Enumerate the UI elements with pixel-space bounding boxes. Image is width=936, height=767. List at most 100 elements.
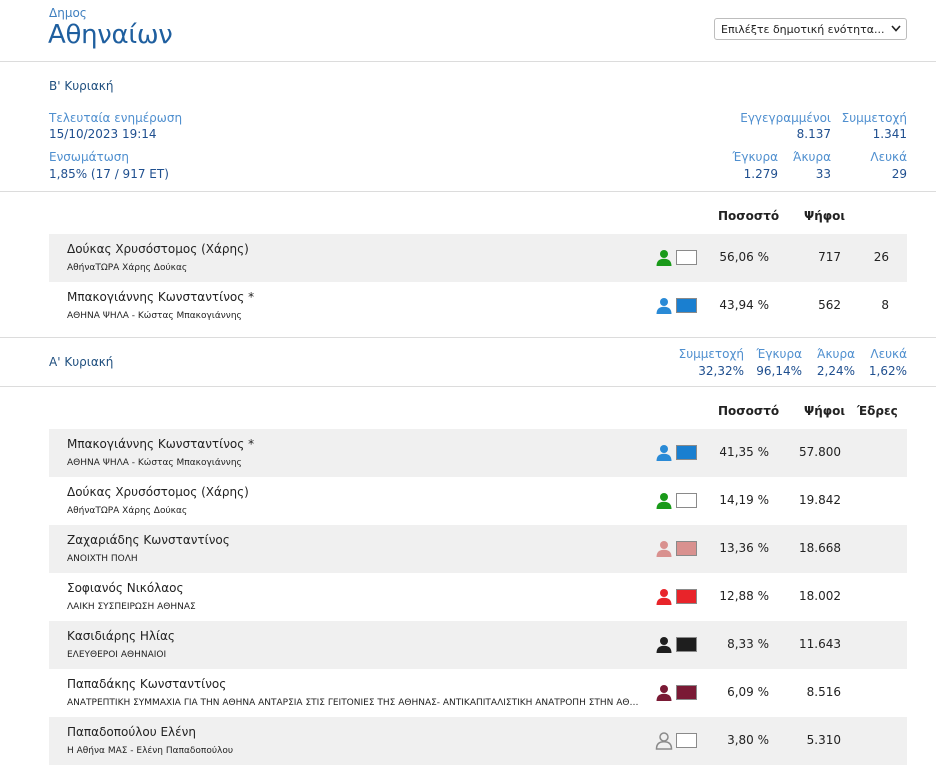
round-a-summary: Α' Κυριακή Συμμετοχή 32,32% Έγκυρα 96,14… bbox=[0, 338, 936, 387]
party-name: ΑΝΑΤΡΕΠΤΙΚΗ ΣΥΜΜΑΧΙΑ ΓΙΑ ΤΗΝ ΑΘΗΝΑ ΑΝΤΑΡ… bbox=[67, 698, 642, 708]
round-b-results: Ποσοστό Ψήφοι Δούκας Χρυσόστομος (Χάρης)… bbox=[0, 192, 936, 338]
candidate-row: Δούκας Χρυσόστομος (Χάρης) ΑθήναΤΩΡΑ Χάρη… bbox=[49, 477, 907, 525]
party-name: ΛΑΪΚΗ ΣΥΣΠΕΙΡΩΣΗ ΑΘΗΝΑΣ bbox=[67, 602, 196, 612]
vote-count: 18.002 bbox=[799, 589, 841, 603]
municipal-unit-select[interactable]: Επιλέξτε δημοτική ενότητα... bbox=[714, 18, 907, 40]
party-color-swatch bbox=[676, 298, 697, 313]
integration-value: 1,85% (17 / 917 ΕΤ) bbox=[49, 167, 169, 181]
vote-percent: 12,88 % bbox=[719, 589, 769, 603]
party-color-swatch bbox=[676, 637, 697, 652]
valid-label: Έγκυρα bbox=[756, 347, 802, 361]
party-name: ΕΛΕΥΘΕΡΟΙ ΑΘΗΝΑΙΟΙ bbox=[67, 650, 167, 660]
round-b-summary: Β' Κυριακή Τελευταία ενημέρωση 15/10/202… bbox=[0, 62, 936, 192]
party-color-swatch bbox=[676, 445, 697, 460]
vote-percent: 43,94 % bbox=[719, 298, 769, 312]
candidate-name: Σοφιανός Νικόλαος bbox=[67, 581, 184, 595]
candidate-person-icon bbox=[655, 444, 673, 462]
round-a-title: Α' Κυριακή bbox=[49, 355, 114, 369]
candidate-row: Σοφιανός Νικόλαος ΛΑΪΚΗ ΣΥΣΠΕΙΡΩΣΗ ΑΘΗΝΑΣ… bbox=[49, 573, 907, 621]
turnout-value: 32,32% bbox=[698, 364, 744, 378]
party-name: ΑΝΟΙΧΤΗ ΠΟΛΗ bbox=[67, 554, 138, 564]
vote-count: 717 bbox=[818, 250, 841, 264]
col-percent-header: Ποσοστό bbox=[718, 404, 780, 418]
municipality-type: Δημος bbox=[49, 6, 87, 20]
candidate-name: Παπαδοπούλου Ελένη bbox=[67, 725, 196, 739]
vote-percent: 56,06 % bbox=[719, 250, 769, 264]
vote-percent: 14,19 % bbox=[719, 493, 769, 507]
candidate-row: Μπακογιάννης Κωνσταντίνος * ΑΘΗΝΑ ΨΗΛΑ - … bbox=[49, 429, 907, 477]
last-update-value: 15/10/2023 19:14 bbox=[49, 127, 157, 141]
candidate-name: Μπακογιάννης Κωνσταντίνος * bbox=[67, 437, 255, 451]
party-name: ΑθήναΤΩΡΑ Χάρης Δούκας bbox=[67, 263, 188, 273]
candidate-name: Παπαδάκης Κωνσταντίνος bbox=[67, 677, 227, 691]
col-votes-header: Ψήφοι bbox=[804, 209, 846, 223]
candidate-row: Δούκας Χρυσόστομος (Χάρης) ΑθήναΤΩΡΑ Χάρη… bbox=[49, 234, 907, 282]
vote-count: 57.800 bbox=[799, 445, 841, 459]
party-color-swatch bbox=[676, 685, 697, 700]
party-name: ΑΘΗΝΑ ΨΗΛΑ - Κώστας Μπακογιάννης bbox=[67, 311, 242, 321]
vote-percent: 41,35 % bbox=[719, 445, 769, 459]
vote-percent: 3,80 % bbox=[727, 733, 769, 747]
candidate-person-icon bbox=[655, 636, 673, 654]
vote-count: 18.668 bbox=[799, 541, 841, 555]
turnout-value: 1.341 bbox=[872, 127, 907, 141]
registered-label: Εγγεγραμμένοι bbox=[740, 111, 831, 125]
page-title: Αθηναίων bbox=[48, 20, 173, 50]
invalid-label: Άκυρα bbox=[793, 150, 831, 164]
vote-count: 19.842 bbox=[799, 493, 841, 507]
party-name: Η Αθήνα ΜΑΣ - Ελένη Παπαδοπούλου bbox=[67, 746, 234, 756]
invalid-value: 33 bbox=[815, 167, 831, 181]
vote-count: 8.516 bbox=[806, 685, 841, 699]
vote-percent: 13,36 % bbox=[719, 541, 769, 555]
party-name: ΑθήναΤΩΡΑ Χάρης Δούκας bbox=[67, 506, 188, 516]
registered-value: 8.137 bbox=[796, 127, 831, 141]
candidate-row: Μπακογιάννης Κωνσταντίνος * ΑΘΗΝΑ ΨΗΛΑ - … bbox=[49, 282, 907, 330]
candidate-person-icon bbox=[655, 732, 673, 750]
candidate-row: Παπαδάκης Κωνσταντίνος ΑΝΑΤΡΕΠΤΙΚΗ ΣΥΜΜΑΧ… bbox=[49, 669, 907, 717]
candidate-name: Δούκας Χρυσόστομος (Χάρης) bbox=[67, 485, 249, 499]
party-color-swatch bbox=[676, 589, 697, 604]
candidate-person-icon bbox=[655, 297, 673, 315]
integration-label: Ενσωμάτωση bbox=[49, 150, 129, 164]
page-header: Δημος Αθηναίων Επιλέξτε δημοτική ενότητα… bbox=[0, 0, 936, 62]
vote-count: 11.643 bbox=[799, 637, 841, 651]
candidate-name: Κασιδιάρης Ηλίας bbox=[67, 629, 175, 643]
round-b-title: Β' Κυριακή bbox=[49, 79, 114, 93]
invalid-label: Άκυρα bbox=[817, 347, 855, 361]
party-color-swatch bbox=[676, 493, 697, 508]
vote-count: 5.310 bbox=[806, 733, 841, 747]
blank-value: 29 bbox=[891, 167, 907, 181]
vote-percent: 8,33 % bbox=[727, 637, 769, 651]
blank-value: 1,62% bbox=[868, 364, 907, 378]
candidate-person-icon bbox=[655, 249, 673, 267]
candidate-person-icon bbox=[655, 588, 673, 606]
turnout-label: Συμμετοχή bbox=[678, 347, 744, 361]
candidate-person-icon bbox=[655, 540, 673, 558]
last-update-label: Τελευταία ενημέρωση bbox=[49, 111, 183, 125]
chevron-down-icon bbox=[886, 24, 906, 35]
round-a-results: Ποσοστό Ψήφοι Έδρες Μπακογιάννης Κωνσταν… bbox=[0, 387, 936, 767]
valid-value: 96,14% bbox=[756, 364, 802, 378]
candidate-person-icon bbox=[655, 684, 673, 702]
extra-count: 26 bbox=[873, 250, 889, 264]
col-votes-header: Ψήφοι bbox=[804, 404, 846, 418]
select-value: Επιλέξτε δημοτική ενότητα... bbox=[721, 22, 885, 36]
valid-value: 1.279 bbox=[743, 167, 778, 181]
extra-count: 8 bbox=[881, 298, 889, 312]
candidate-name: Ζαχαριάδης Κωνσταντίνος bbox=[67, 533, 230, 547]
party-name: ΑΘΗΝΑ ΨΗΛΑ - Κώστας Μπακογιάννης bbox=[67, 458, 242, 468]
turnout-label: Συμμετοχή bbox=[841, 111, 907, 125]
party-color-swatch bbox=[676, 733, 697, 748]
candidate-row: Κασιδιάρης Ηλίας ΕΛΕΥΘΕΡΟΙ ΑΘΗΝΑΙΟΙ 8,33 %… bbox=[49, 621, 907, 669]
candidate-row: Ζαχαριάδης Κωνσταντίνος ΑΝΟΙΧΤΗ ΠΟΛΗ 13,36… bbox=[49, 525, 907, 573]
party-color-swatch bbox=[676, 250, 697, 265]
candidate-name: Δούκας Χρυσόστομος (Χάρης) bbox=[67, 242, 249, 256]
candidate-name: Μπακογιάννης Κωνσταντίνος * bbox=[67, 290, 255, 304]
candidate-row: Παπαδοπούλου Ελένη Η Αθήνα ΜΑΣ - Ελένη Πα… bbox=[49, 717, 907, 765]
candidate-person-icon bbox=[655, 492, 673, 510]
valid-label: Έγκυρα bbox=[732, 150, 778, 164]
invalid-value: 2,24% bbox=[816, 364, 855, 378]
blank-label: Λευκά bbox=[870, 150, 907, 164]
vote-percent: 6,09 % bbox=[727, 685, 769, 699]
col-percent-header: Ποσοστό bbox=[718, 209, 780, 223]
